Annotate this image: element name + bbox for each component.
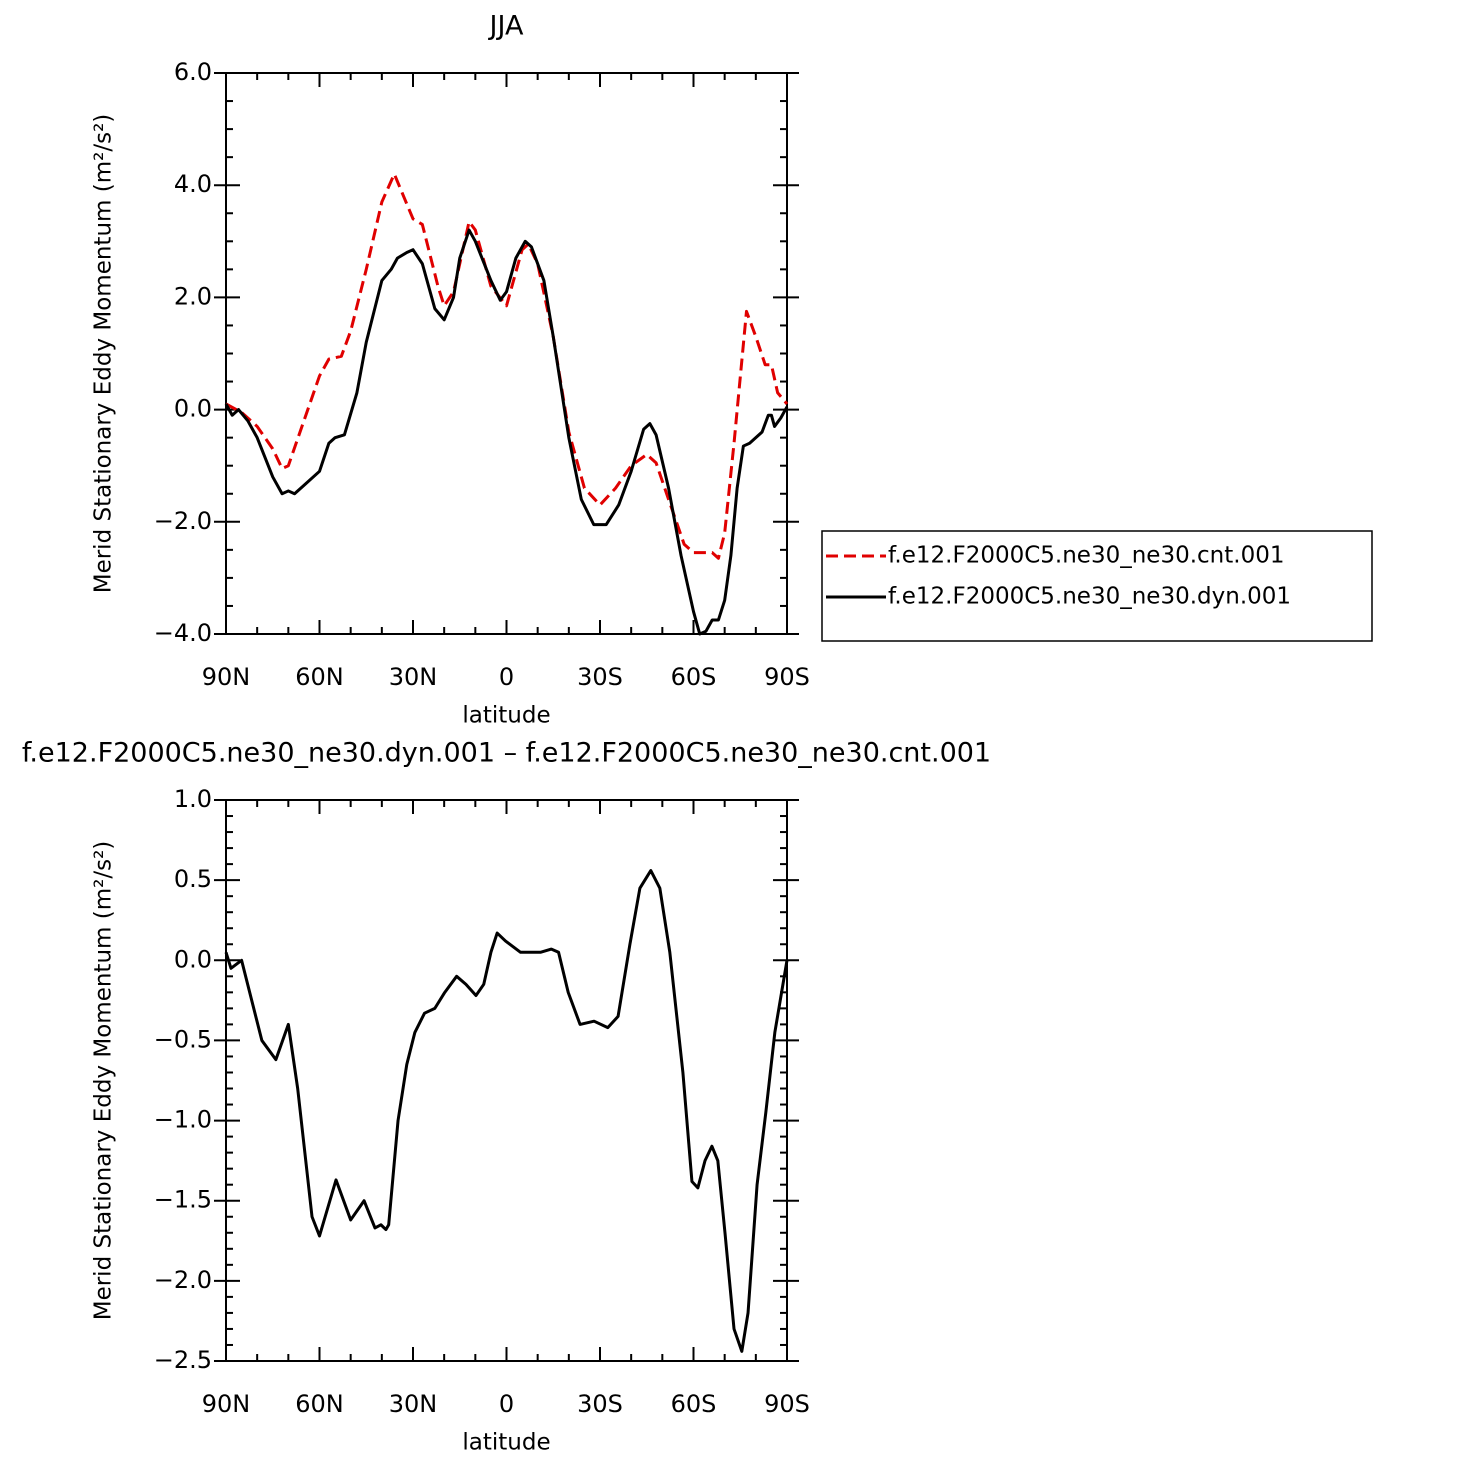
x-axis-label: latitude xyxy=(462,703,550,729)
y-tick-label: −2.0 xyxy=(154,507,212,535)
y-tick-label: 0.5 xyxy=(174,865,212,893)
y-tick-label: −1.5 xyxy=(154,1186,212,1214)
x-tick-label: 30S xyxy=(577,1390,623,1418)
x-tick-label: 0 xyxy=(499,663,514,691)
legend-label: f.e12.F2000C5.ne30_ne30.cnt.001 xyxy=(888,543,1284,569)
x-axis-label: latitude xyxy=(462,1430,550,1456)
y-tick-label: −4.0 xyxy=(154,619,212,647)
x-tick-label: 90S xyxy=(764,663,810,691)
series-line xyxy=(224,869,789,1353)
x-tick-label: 30S xyxy=(577,663,623,691)
chart-title: JJA xyxy=(488,11,524,42)
y-tick-label: 6.0 xyxy=(174,58,212,86)
legend: f.e12.F2000C5.ne30_ne30.cnt.001 f.e12.F20… xyxy=(821,530,1373,642)
y-tick-label: 2.0 xyxy=(174,282,212,310)
y-axis-label: Merid Stationary Eddy Momentum (m²/s²) xyxy=(91,114,117,594)
panel: f.e12.F2000C5.ne30_ne30.dyn.001 – f.e12.… xyxy=(22,738,991,1456)
panel: JJA Merid Stationary Eddy Momentum (m²/s²… xyxy=(91,11,1373,729)
plot-frame xyxy=(225,799,788,1362)
y-tick-label: 0.0 xyxy=(174,945,212,973)
x-tick-label: 30N xyxy=(389,1390,438,1418)
x-tick-label: 60S xyxy=(671,663,717,691)
x-tick-label: 90N xyxy=(202,663,251,691)
x-tick-label: 90S xyxy=(764,1390,810,1418)
x-tick-label: 60N xyxy=(295,1390,344,1418)
chart-title: f.e12.F2000C5.ne30_ne30.dyn.001 – f.e12.… xyxy=(22,738,991,769)
y-tick-label: −0.5 xyxy=(154,1025,212,1053)
y-tick-label: −2.0 xyxy=(154,1266,212,1294)
x-tick-label: 30N xyxy=(389,663,438,691)
x-tick-label: 60S xyxy=(671,1390,717,1418)
legend-label: f.e12.F2000C5.ne30_ne30.dyn.001 xyxy=(888,584,1291,610)
legend-box xyxy=(821,530,1373,642)
y-axis-label: Merid Stationary Eddy Momentum (m²/s²) xyxy=(91,841,117,1321)
series-line xyxy=(224,228,789,636)
y-tick-label: −2.5 xyxy=(154,1346,212,1374)
x-tick-label: 0 xyxy=(499,1390,514,1418)
series-line xyxy=(225,172,789,560)
y-tick-label: 4.0 xyxy=(174,170,212,198)
x-tick-label: 60N xyxy=(295,663,344,691)
plot-frame xyxy=(225,72,788,635)
x-tick-label: 90N xyxy=(202,1390,251,1418)
y-tick-label: −1.0 xyxy=(154,1106,212,1134)
y-tick-label: 1.0 xyxy=(174,785,212,813)
y-tick-label: 0.0 xyxy=(174,395,212,423)
